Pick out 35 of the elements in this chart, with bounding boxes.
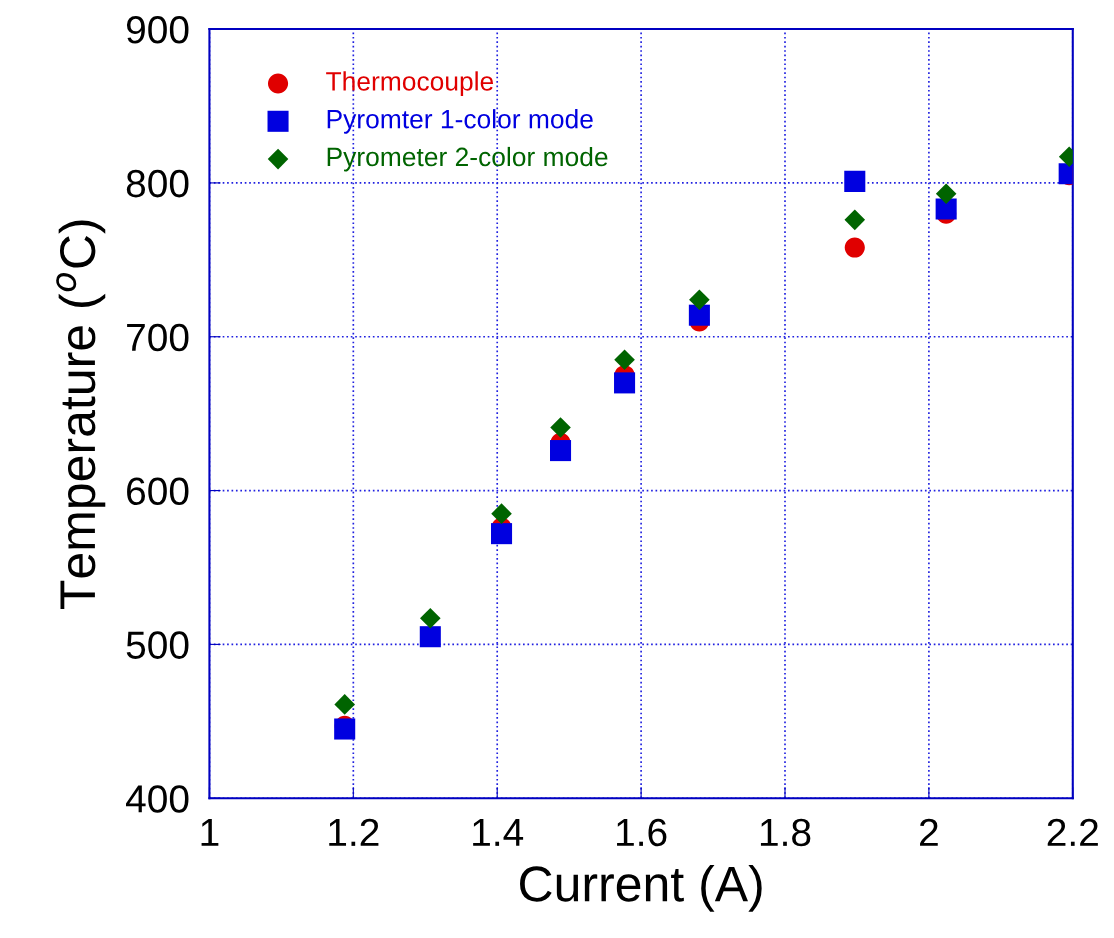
- legend-label: Thermocouple: [326, 71, 494, 96]
- point: [689, 289, 710, 311]
- x-axis-title: Current (A): [520, 865, 762, 912]
- point: [844, 209, 866, 231]
- x-tick-label: 1: [201, 819, 219, 846]
- point: [614, 349, 635, 371]
- point: [491, 523, 513, 545]
- point: [334, 718, 356, 740]
- point: [420, 607, 441, 629]
- x-tick-label: 1.8: [760, 818, 811, 847]
- x-tick-label: 1.2: [329, 818, 379, 846]
- x-tick-label: 1.4: [473, 819, 524, 846]
- y-axis-title: Temperature ($^{o}$C): [56, 220, 106, 610]
- point: [844, 170, 866, 192]
- legend-label: Pyrometer 2-color mode: [327, 146, 608, 172]
- x-tick-label: 2: [920, 818, 938, 846]
- point: [935, 183, 957, 204]
- y-tick-label: 400: [126, 785, 189, 813]
- point: [614, 372, 636, 394]
- y-tick-label: 600: [127, 477, 189, 506]
- y-tick-label: 500: [126, 631, 189, 659]
- point: [688, 304, 710, 326]
- y-tick-label: 800: [126, 169, 189, 198]
- y-tick-label: 700: [127, 323, 189, 352]
- legend-label: Pyromter 1-color mode: [327, 109, 593, 134]
- point: [550, 440, 572, 462]
- point: [491, 503, 512, 524]
- point: [419, 626, 441, 648]
- point: [935, 198, 957, 220]
- point: [844, 237, 865, 258]
- x-tick-label: 1.6: [617, 818, 667, 847]
- point: [550, 417, 571, 438]
- x-tick-label: 2.2: [1047, 818, 1098, 846]
- point: [334, 694, 355, 715]
- y-tick-label: 900: [126, 16, 189, 44]
